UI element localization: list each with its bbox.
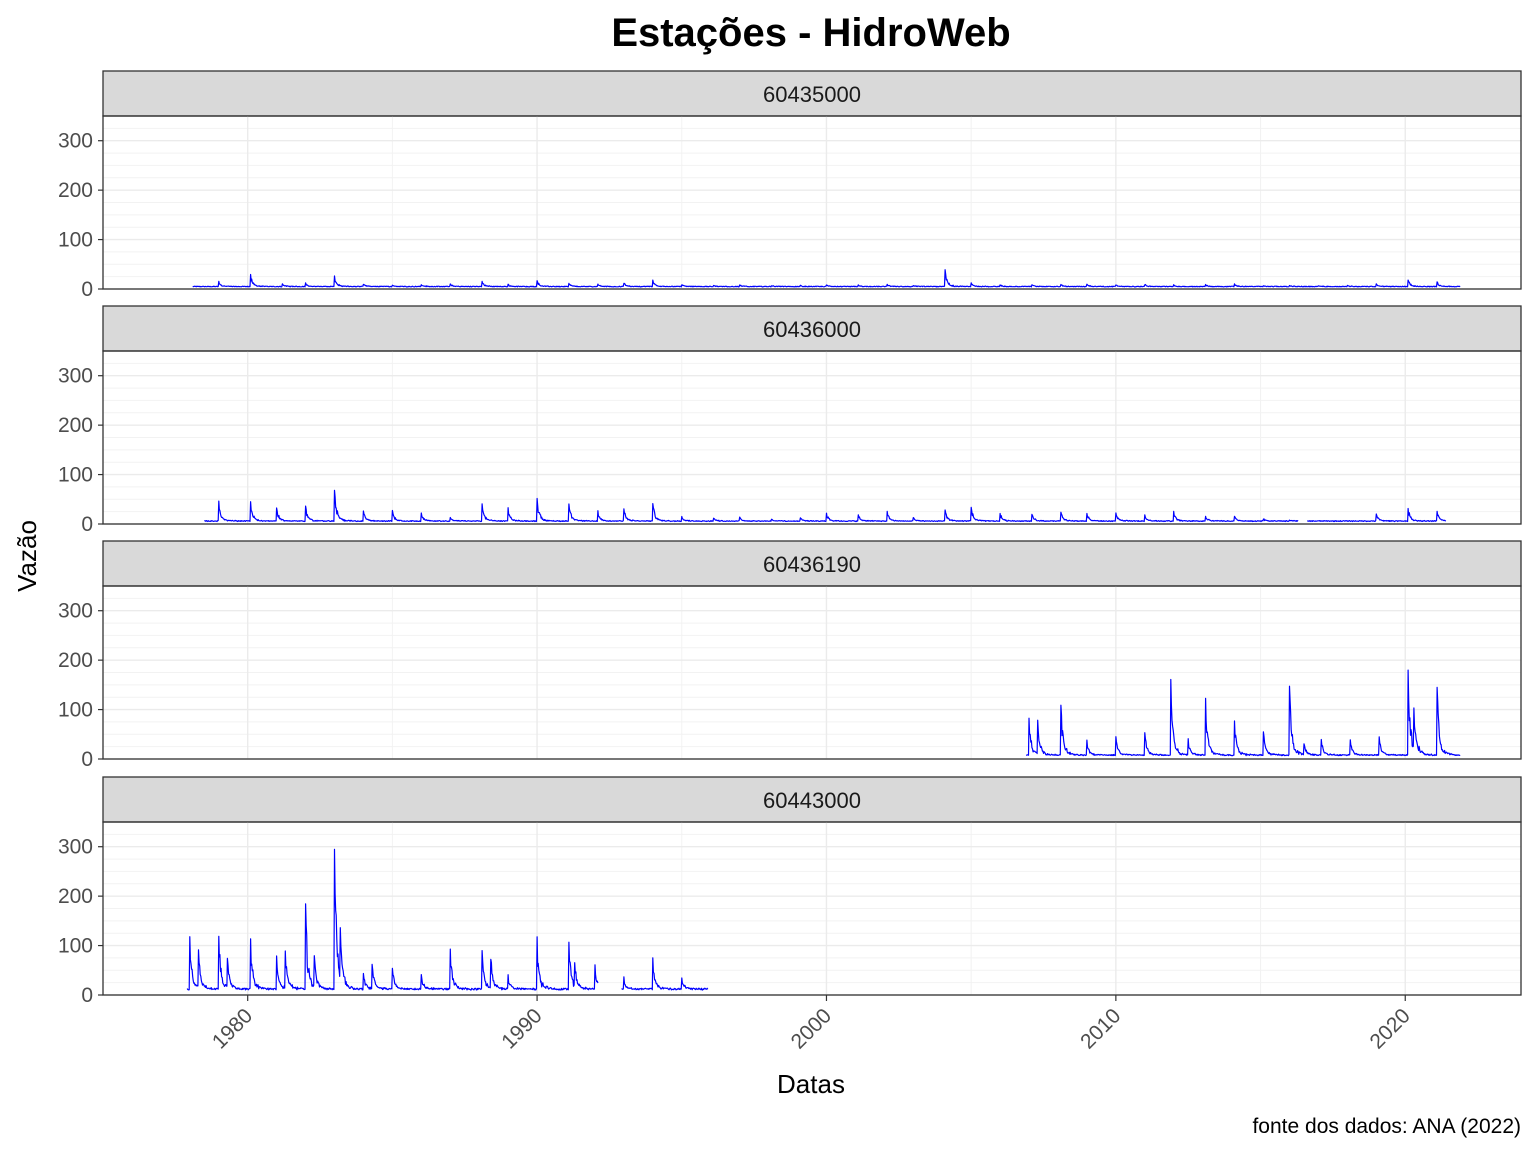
y-tick-label: 200 <box>58 179 93 202</box>
panel-60443000: 60443000 0 100 200 300 <box>58 776 1522 1007</box>
panels: 6043500001002003006043600001002003006043… <box>58 70 1522 1007</box>
y-tick-label: 300 <box>58 365 93 388</box>
y-tick-label: 300 <box>58 600 93 623</box>
panel-60435000: 60435000 0 100 200 300 <box>58 70 1522 301</box>
y-tick-label: 300 <box>58 130 93 153</box>
chart-title: Estações - HidroWeb <box>611 11 1010 55</box>
y-tick-label: 100 <box>58 229 93 252</box>
y-axis-title: Vazão <box>12 520 42 592</box>
series-line-60435000 <box>192 269 1461 288</box>
y-tick-label: 0 <box>81 984 93 1007</box>
strip-label-60436190: 60436190 <box>763 552 861 577</box>
x-tick-label: 2010 <box>1076 1004 1125 1053</box>
y-tick-label: 300 <box>58 836 93 859</box>
y-tick-label: 200 <box>58 649 93 672</box>
x-tick-label: 2020 <box>1365 1004 1414 1053</box>
x-tick-label: 1990 <box>497 1004 546 1053</box>
y-tick-label: 0 <box>81 278 93 301</box>
y-tick-label: 200 <box>58 885 93 908</box>
strip-60443000 <box>102 776 1522 823</box>
y-tick-label: 100 <box>58 699 93 722</box>
y-tick-label: 100 <box>58 935 93 958</box>
panel-60436190: 60436190 0 100 200 300 <box>58 540 1522 771</box>
panel-border-60443000 <box>102 821 1522 996</box>
panel-border-60436000 <box>102 350 1522 525</box>
chart-caption: fonte dos dados: ANA (2022) <box>1252 1115 1521 1138</box>
x-axis: 1980 1990 2000 2010 2020 <box>208 995 1415 1054</box>
x-tick-label: 1980 <box>208 1004 257 1053</box>
x-tick-label: 2000 <box>787 1004 836 1053</box>
series-line-60436000 <box>204 489 1447 523</box>
strip-label-60443000: 60443000 <box>763 788 861 813</box>
y-tick-label: 0 <box>81 748 93 771</box>
panel-border-60435000 <box>102 115 1522 290</box>
panel-60436000: 60436000 0 100 200 300 <box>58 305 1522 536</box>
strip-60436000 <box>102 305 1522 352</box>
strip-60435000 <box>102 70 1522 117</box>
y-tick-label: 100 <box>58 464 93 487</box>
panel-border-60436190 <box>102 585 1522 760</box>
strip-label-60436000: 60436000 <box>763 317 861 342</box>
series-line-60443000 <box>186 848 709 991</box>
strip-label-60435000: 60435000 <box>763 82 861 107</box>
series-line-60436190 <box>1025 669 1461 757</box>
x-axis-title: Datas <box>777 1069 845 1099</box>
y-tick-label: 0 <box>81 513 93 536</box>
y-tick-label: 200 <box>58 414 93 437</box>
